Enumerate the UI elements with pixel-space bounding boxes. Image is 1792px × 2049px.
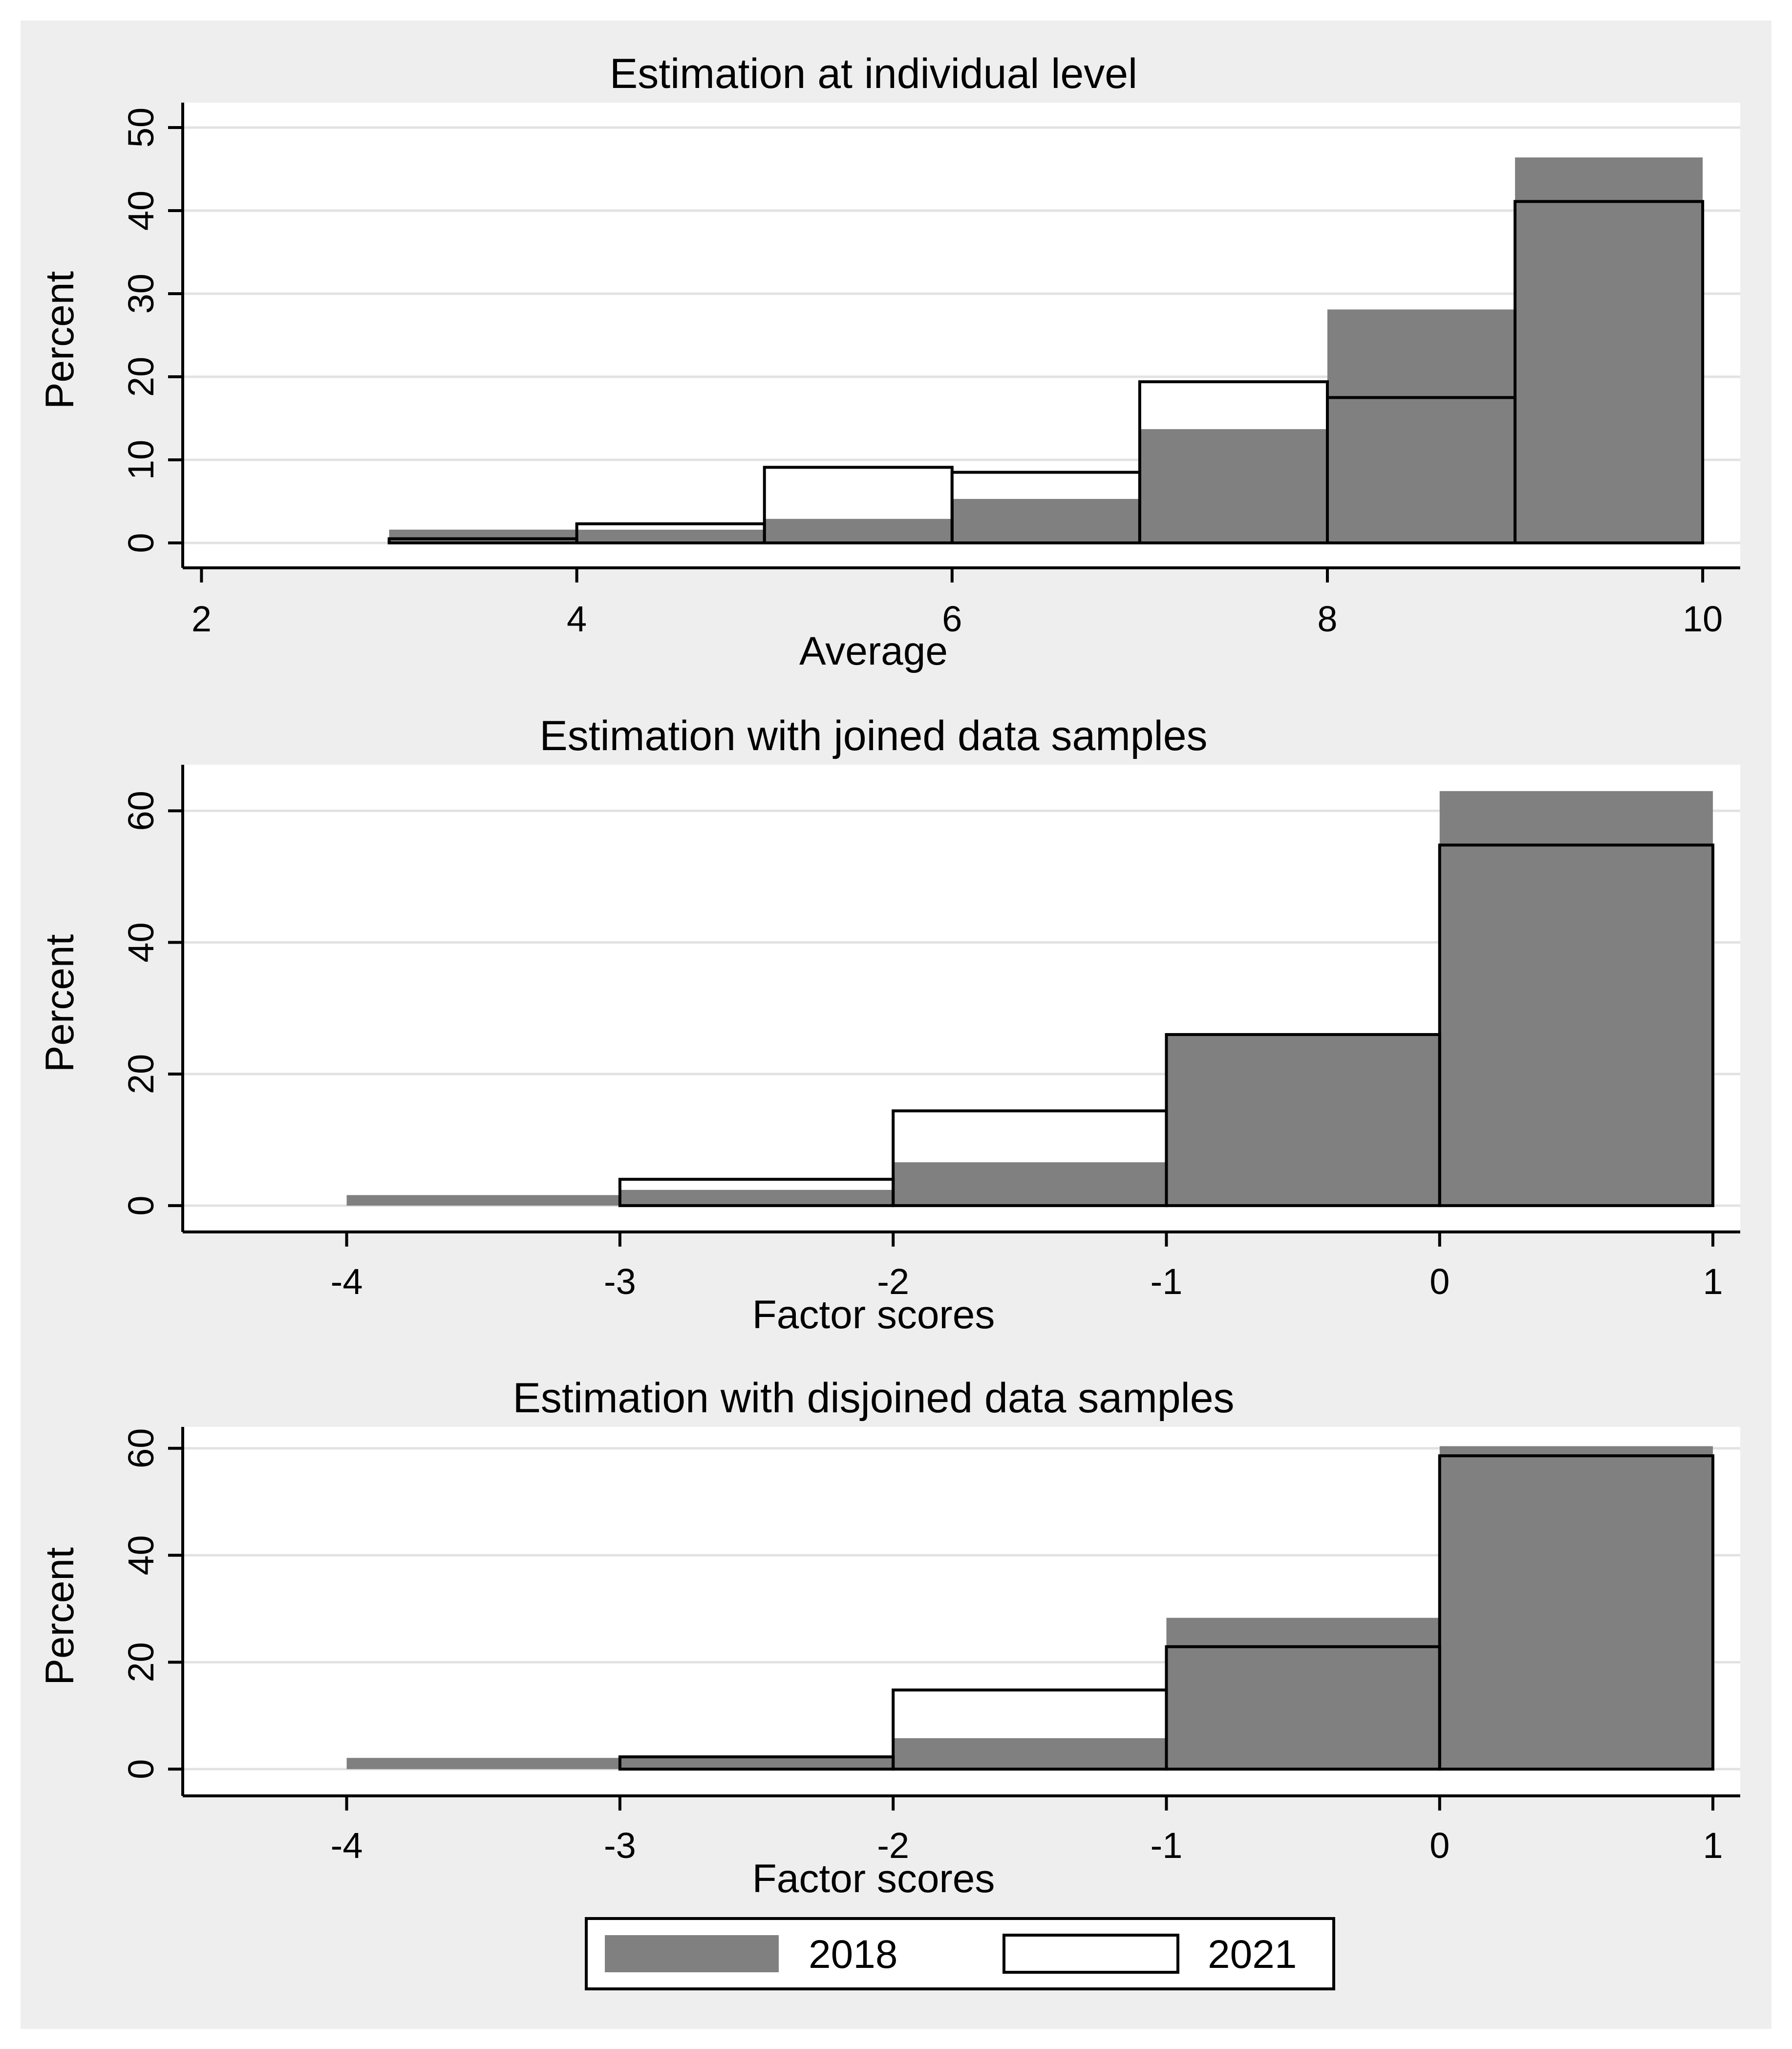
y-tick-label-40: 40 xyxy=(121,1535,161,1575)
x-tick-label-8: 8 xyxy=(1317,599,1337,639)
x-tick-label--2: -2 xyxy=(877,1825,909,1866)
x-tick-label--4: -4 xyxy=(331,1825,363,1866)
bar-2018-bin-3 xyxy=(893,1162,1167,1206)
chart-title: Estimation at individual level xyxy=(610,50,1137,97)
bar-2018-bin-1 xyxy=(346,1195,620,1206)
y-axis-label: Percent xyxy=(38,271,82,409)
y-axis-label: Percent xyxy=(38,934,82,1072)
bar-2018-bin-1 xyxy=(346,1758,620,1769)
y-tick-label-60: 60 xyxy=(121,1428,161,1468)
chart-panel-2: 0 20 40 60 -4 -3 -2 -1 0 1 Estimation with joined … xyxy=(38,712,1740,1337)
x-axis-label: Factor scores xyxy=(752,1293,995,1337)
legend-label-2021: 2021 xyxy=(1208,1932,1297,1977)
bar-2018-bin-5 xyxy=(1139,429,1327,543)
bar-2021-bin-5 xyxy=(1438,1454,1715,1771)
bar-2021-fill-bin-2 xyxy=(576,523,765,530)
bar-2018-bin-4 xyxy=(1166,1035,1440,1206)
x-tick-label-0: 0 xyxy=(1429,1825,1450,1866)
x-tick-label-10: 10 xyxy=(1683,599,1723,639)
x-tick-label-6: 6 xyxy=(942,599,962,639)
bar-2021-fill-bin-2 xyxy=(619,1179,894,1190)
x-tick-label-4: 4 xyxy=(567,599,587,639)
x-tick-label-0: 0 xyxy=(1429,1261,1450,1302)
y-tick-label-50: 50 xyxy=(121,108,161,148)
bar-2018-bin-5 xyxy=(1439,1446,1713,1769)
legend-swatch-2018 xyxy=(605,1935,779,1972)
y-tick-label-30: 30 xyxy=(121,274,161,314)
y-axis-label: Percent xyxy=(38,1547,82,1685)
y-tick-label-0: 0 xyxy=(121,1759,161,1779)
y-tick-label-40: 40 xyxy=(121,191,161,231)
bar-2021-bin-5 xyxy=(1438,843,1715,1208)
bar-2021-fill-bin-4 xyxy=(952,472,1140,499)
bar-2018-bin-2 xyxy=(619,1189,894,1206)
bar-2018-bin-5 xyxy=(1439,791,1713,1206)
bar-2021-fill-bin-3 xyxy=(764,467,952,519)
bar-2018-bin-2 xyxy=(576,529,765,543)
x-tick-label-1: 1 xyxy=(1703,1825,1723,1866)
legend-swatch-2021 xyxy=(1003,1934,1179,1974)
bar-2021-fill-bin-5 xyxy=(1139,382,1327,430)
y-tick-label-20: 20 xyxy=(121,1054,161,1094)
x-tick-label-1: 1 xyxy=(1703,1261,1723,1302)
bar-2018-bin-3 xyxy=(764,518,952,543)
y-tick-label-20: 20 xyxy=(121,357,161,397)
x-axis-label: Factor scores xyxy=(752,1856,995,1901)
y-tick-label-60: 60 xyxy=(121,791,161,831)
x-tick-label--1: -1 xyxy=(1151,1825,1183,1866)
x-tick-label--2: -2 xyxy=(877,1261,909,1302)
bar-2021-fill-bin-3 xyxy=(893,1690,1167,1738)
chart-title: Estimation with disjoined data samples xyxy=(512,1375,1234,1422)
y-tick-label-0: 0 xyxy=(121,533,161,553)
chart-panel-3: 0 20 40 60 -4 -3 -2 -1 0 1 Estimation with disjoin… xyxy=(38,1375,1740,1901)
y-tick-label-40: 40 xyxy=(121,922,161,962)
bar-2018-bin-7 xyxy=(1515,157,1703,543)
x-tick-label--4: -4 xyxy=(331,1261,363,1302)
legend-label-2018: 2018 xyxy=(809,1932,897,1977)
bar-2018-bin-3 xyxy=(893,1738,1167,1769)
bar-2021-fill-bin-3 xyxy=(893,1111,1167,1163)
x-tick-label--3: -3 xyxy=(604,1261,636,1302)
x-axis-label: Average xyxy=(799,629,948,673)
bar-2021-bin-7 xyxy=(1514,200,1705,544)
chart-panel-1: 0 10 20 30 40 50 2 4 6 8 10 Estimation at individua… xyxy=(38,50,1740,673)
x-tick-label-2: 2 xyxy=(192,599,212,639)
y-tick-label-10: 10 xyxy=(121,440,161,480)
legend: 2018 2021 xyxy=(585,1917,1335,1990)
bar-2018-bin-4 xyxy=(952,498,1140,543)
y-tick-label-0: 0 xyxy=(121,1196,161,1216)
bar-2018-bin-1 xyxy=(389,529,577,543)
x-tick-label--1: -1 xyxy=(1151,1261,1183,1302)
x-tick-label--3: -3 xyxy=(604,1825,636,1866)
bar-2018-bin-4 xyxy=(1166,1618,1440,1769)
bar-2018-bin-6 xyxy=(1327,309,1515,543)
y-tick-label-20: 20 xyxy=(121,1642,161,1682)
chart-title: Estimation with joined data samples xyxy=(539,712,1207,759)
